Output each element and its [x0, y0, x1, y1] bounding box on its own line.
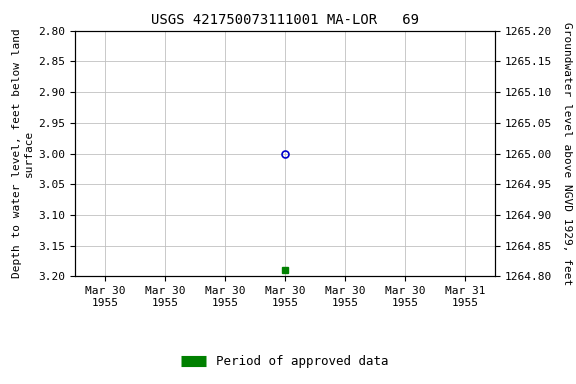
Y-axis label: Depth to water level, feet below land
surface: Depth to water level, feet below land su…	[13, 29, 34, 278]
Legend: Period of approved data: Period of approved data	[176, 351, 394, 374]
Y-axis label: Groundwater level above NGVD 1929, feet: Groundwater level above NGVD 1929, feet	[562, 22, 572, 285]
Title: USGS 421750073111001 MA-LOR   69: USGS 421750073111001 MA-LOR 69	[151, 13, 419, 27]
